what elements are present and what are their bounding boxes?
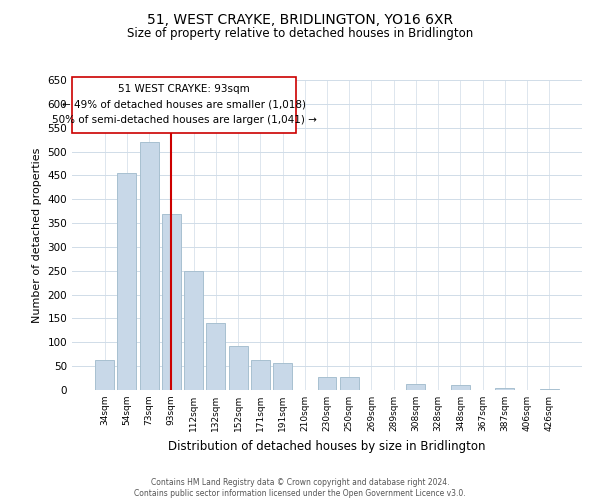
Bar	[184, 271, 203, 390]
Text: Contains HM Land Registry data © Crown copyright and database right 2024.
Contai: Contains HM Land Registry data © Crown c…	[134, 478, 466, 498]
X-axis label: Distribution of detached houses by size in Bridlington: Distribution of detached houses by size …	[168, 440, 486, 452]
Bar	[540, 388, 559, 390]
Bar	[162, 214, 181, 390]
Text: 51, WEST CRAYKE, BRIDLINGTON, YO16 6XR: 51, WEST CRAYKE, BRIDLINGTON, YO16 6XR	[147, 12, 453, 26]
Bar	[251, 360, 270, 390]
Bar	[496, 388, 514, 390]
Text: 51 WEST CRAYKE: 93sqm
← 49% of detached houses are smaller (1,018)
50% of semi-d: 51 WEST CRAYKE: 93sqm ← 49% of detached …	[52, 84, 317, 126]
Bar	[118, 172, 136, 390]
Y-axis label: Number of detached properties: Number of detached properties	[32, 148, 42, 322]
Bar	[273, 363, 292, 390]
Bar	[229, 346, 248, 390]
Text: Size of property relative to detached houses in Bridlington: Size of property relative to detached ho…	[127, 28, 473, 40]
Bar	[317, 377, 337, 390]
Bar	[206, 323, 225, 390]
Bar	[95, 360, 114, 390]
Bar	[406, 384, 425, 390]
Bar	[140, 142, 158, 390]
Bar	[451, 385, 470, 390]
Bar	[340, 376, 359, 390]
